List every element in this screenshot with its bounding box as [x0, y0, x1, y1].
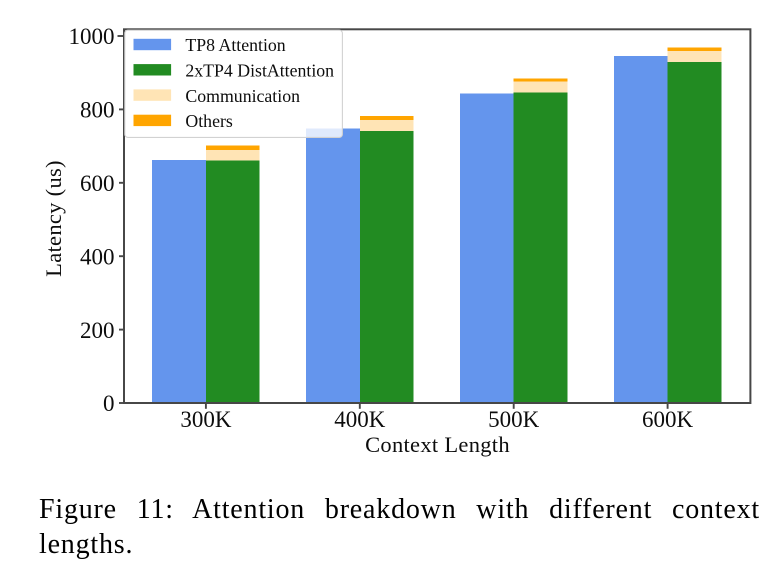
svg-text:0: 0 [103, 391, 115, 416]
svg-text:1000: 1000 [69, 24, 115, 49]
svg-text:800: 800 [80, 98, 115, 123]
svg-text:Communication: Communication [185, 86, 300, 106]
svg-text:Latency (us): Latency (us) [41, 160, 66, 277]
svg-text:400: 400 [80, 244, 115, 269]
svg-text:2xTP4 DistAttention: 2xTP4 DistAttention [185, 61, 334, 81]
svg-text:300K: 300K [180, 407, 232, 432]
svg-text:Others: Others [185, 111, 232, 131]
svg-text:600K: 600K [642, 407, 694, 432]
svg-text:200: 200 [80, 318, 115, 343]
svg-text:600: 600 [80, 171, 115, 196]
svg-text:Context Length: Context Length [365, 432, 510, 457]
svg-text:400K: 400K [334, 407, 386, 432]
svg-text:500K: 500K [488, 407, 540, 432]
svg-text:TP8 Attention: TP8 Attention [185, 35, 285, 55]
